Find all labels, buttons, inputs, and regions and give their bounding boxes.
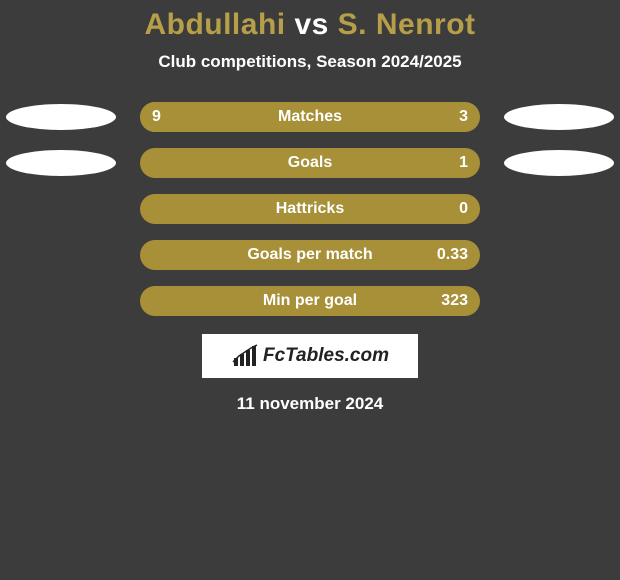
stat-label: Matches	[140, 102, 480, 132]
stat-label: Hattricks	[140, 194, 480, 224]
stat-bar: Goals per match0.33	[140, 240, 480, 270]
stat-value-right: 1	[459, 148, 468, 178]
stat-rows: Matches9 3 Goals1 Hattricks0 Goals per match…	[0, 102, 620, 316]
bar-chart-icon	[231, 344, 259, 368]
right-ellipse	[504, 150, 614, 176]
stat-value-right: 323	[441, 286, 468, 316]
stat-bar: Hattricks0	[140, 194, 480, 224]
stat-value-left: 9	[152, 102, 161, 132]
stat-value-right: 0	[459, 194, 468, 224]
date-text: 11 november 2024	[0, 394, 620, 414]
stat-row: Goals1	[0, 148, 620, 178]
player2-name: S. Nenrot	[338, 8, 476, 41]
stat-label: Goals per match	[140, 240, 480, 270]
stat-bar: Goals1	[140, 148, 480, 178]
comparison-title: Abdullahi vs S. Nenrot	[0, 0, 620, 42]
stat-bar: Min per goal323	[140, 286, 480, 316]
logo-box: FcTables.com	[202, 334, 418, 378]
stat-value-right: 0.33	[437, 240, 468, 270]
stat-bar: Matches9 3	[140, 102, 480, 132]
stat-row: Hattricks0	[0, 194, 620, 224]
subtitle: Club competitions, Season 2024/2025	[0, 52, 620, 72]
vs-text: vs	[294, 8, 328, 41]
stat-label: Goals	[140, 148, 480, 178]
logo-text: FcTables.com	[263, 345, 389, 367]
stat-row: Goals per match0.33	[0, 240, 620, 270]
stat-label: Min per goal	[140, 286, 480, 316]
right-ellipse	[504, 104, 614, 130]
player1-name: Abdullahi	[144, 8, 285, 41]
stat-row: Min per goal323	[0, 286, 620, 316]
stat-row: Matches9 3	[0, 102, 620, 132]
left-ellipse	[6, 150, 116, 176]
left-ellipse	[6, 104, 116, 130]
stat-value-right: 3	[459, 102, 468, 132]
